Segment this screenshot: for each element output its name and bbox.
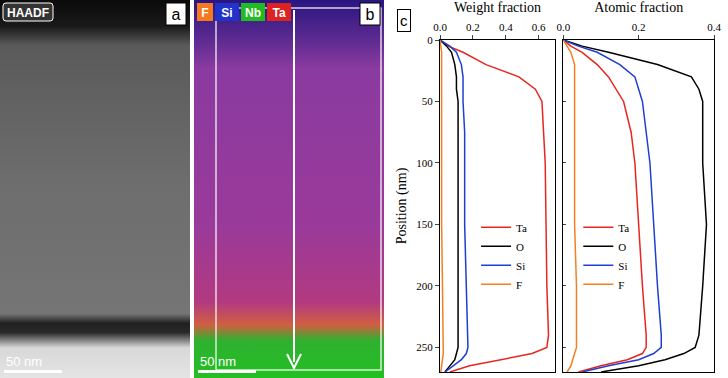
- svg-text:Weight fraction: Weight fraction: [454, 0, 541, 15]
- svg-text:200: 200: [416, 280, 433, 292]
- svg-text:c: c: [400, 12, 408, 29]
- svg-text:O: O: [618, 241, 626, 253]
- svg-text:0.6: 0.6: [532, 21, 546, 33]
- svg-text:0.2: 0.2: [466, 21, 480, 33]
- svg-text:F: F: [618, 279, 624, 291]
- svg-text:Ta: Ta: [516, 222, 527, 234]
- svg-text:0.0: 0.0: [556, 21, 570, 33]
- svg-text:Ta: Ta: [272, 6, 285, 20]
- svg-text:O: O: [516, 241, 524, 253]
- svg-text:F: F: [516, 279, 522, 291]
- svg-text:Si: Si: [618, 260, 627, 272]
- svg-text:Position (nm): Position (nm): [394, 167, 410, 244]
- svg-text:0.2: 0.2: [632, 21, 646, 33]
- svg-text:50 nm: 50 nm: [200, 354, 236, 369]
- svg-text:Si: Si: [221, 6, 232, 20]
- svg-text:0.4: 0.4: [499, 21, 513, 33]
- svg-text:250: 250: [416, 341, 433, 353]
- svg-text:100: 100: [416, 157, 433, 169]
- svg-text:Nb: Nb: [245, 6, 261, 20]
- svg-text:150: 150: [416, 218, 433, 230]
- svg-text:F: F: [201, 6, 208, 20]
- svg-text:0.0: 0.0: [433, 21, 447, 33]
- svg-text:Si: Si: [516, 260, 525, 272]
- svg-text:Ta: Ta: [618, 222, 629, 234]
- svg-text:0: 0: [427, 34, 433, 46]
- svg-text:b: b: [366, 6, 375, 23]
- svg-text:a: a: [172, 6, 181, 23]
- svg-text:50: 50: [422, 95, 434, 107]
- svg-text:50 nm: 50 nm: [6, 354, 42, 369]
- svg-text:HAADF: HAADF: [7, 6, 49, 20]
- svg-text:0.4: 0.4: [707, 21, 721, 33]
- svg-text:Atomic fraction: Atomic fraction: [594, 0, 683, 15]
